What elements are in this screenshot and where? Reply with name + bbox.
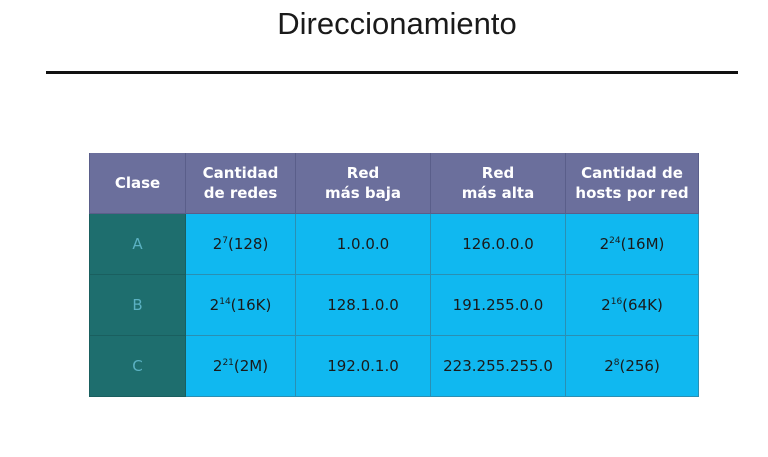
power-exponent: 14 [219,297,231,307]
networks-cell: 27(128) [185,213,296,275]
table-row: C 221(2M) 192.0.1.0 223.255.255.0 28(256… [89,335,699,397]
addressing-table: Clase Cantidad de redes Red más baja Red… [89,153,699,397]
header-line: hosts por red [575,184,689,202]
class-cell: B [89,274,186,336]
power-value: (16M) [620,235,665,253]
lowest-network-cell: 128.1.0.0 [295,274,431,336]
power-value: (256) [619,357,660,375]
networks-cell: 214(16K) [185,274,296,336]
slide-title: Direccionamiento [277,6,517,41]
power-value: (2M) [233,357,269,375]
header-line: Cantidad [202,164,279,182]
header-line: de redes [203,184,278,202]
power-base: 2 [599,235,610,253]
power-value: (64K) [622,296,663,314]
table-row: A 27(128) 1.0.0.0 126.0.0.0 224(16M) [89,213,699,275]
header-hosts-por-red: Cantidad de hosts por red [565,153,699,214]
power-value: (16K) [230,296,272,314]
hosts-cell: 28(256) [565,335,699,397]
highest-network-cell: 191.255.0.0 [430,274,566,336]
power-base: 2 [601,296,611,314]
header-line: Red [346,164,380,182]
networks-cell: 221(2M) [185,335,296,397]
power-base: 2 [212,235,223,253]
lowest-network-cell: 1.0.0.0 [295,213,431,275]
header-cantidad-redes: Cantidad de redes [185,153,296,214]
power-base: 2 [604,357,614,375]
title-divider [46,71,738,74]
power-value: (128) [227,235,269,253]
highest-network-cell: 126.0.0.0 [430,213,566,275]
power-base: 2 [212,357,223,375]
hosts-cell: 224(16M) [565,213,699,275]
class-cell: C [89,335,186,397]
hosts-cell: 216(64K) [565,274,699,336]
table-header-row: Clase Cantidad de redes Red más baja Red… [89,153,699,214]
power-exponent: 24 [609,236,621,246]
header-red-baja: Red más baja [295,153,431,214]
header-line: Red [481,164,515,182]
power-base: 2 [209,296,220,314]
power-exponent: 7 [222,236,228,246]
header-line: más baja [324,184,402,202]
header-red-alta: Red más alta [430,153,566,214]
highest-network-cell: 223.255.255.0 [430,335,566,397]
power-exponent: 21 [222,358,234,368]
power-exponent: 8 [613,358,620,368]
header-line: Clase [114,174,161,192]
header-line: Cantidad de [581,164,683,182]
power-exponent: 16 [610,297,623,307]
header-line: más alta [461,184,535,202]
table-row: B 214(16K) 128.1.0.0 191.255.0.0 216(64K… [89,274,699,336]
header-clase: Clase [89,153,186,214]
class-cell: A [89,213,186,275]
lowest-network-cell: 192.0.1.0 [295,335,431,397]
